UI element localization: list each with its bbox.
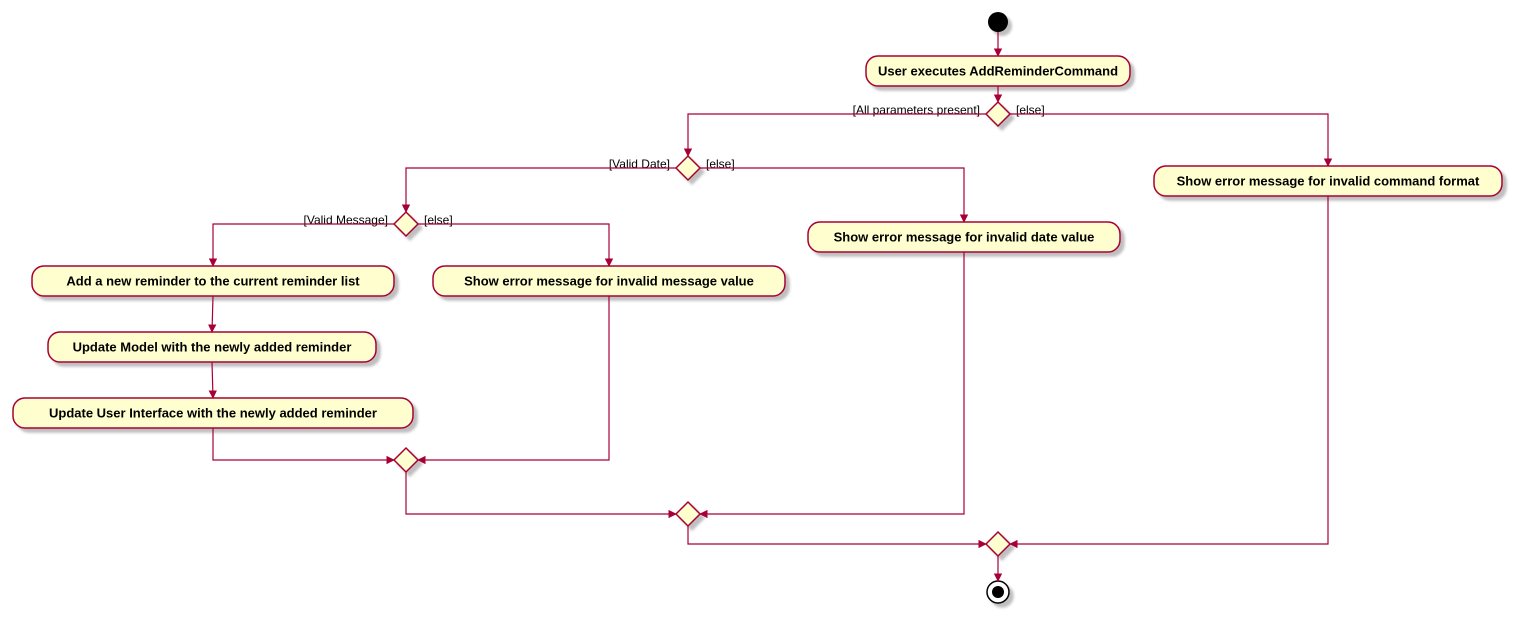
- node-err-date-label: Show error message for invalid date valu…: [834, 230, 1095, 245]
- edge-dmsg-add: [213, 224, 394, 266]
- node-err-fmt-label: Show error message for invalid command f…: [1177, 174, 1480, 189]
- label-else-date: [else]: [706, 157, 735, 171]
- edge-add-model: [212, 296, 213, 332]
- node-update-model-label: Update Model with the newly added remind…: [73, 340, 352, 355]
- edge-mdate-mparams: [688, 526, 986, 544]
- edge-dparams-ddate: [688, 114, 986, 156]
- edge-ui-mmsg: [213, 428, 394, 460]
- node-err-msg-label: Show error message for invalid message v…: [464, 274, 754, 289]
- decision-valid-msg: [394, 212, 418, 236]
- edge-ddate-dmsg: [406, 168, 676, 212]
- label-else-params: [else]: [1016, 103, 1045, 117]
- edge-errmsg-mmsg: [418, 296, 609, 460]
- merge-msg: [394, 448, 418, 472]
- edge-dparams-errfmt: [1010, 114, 1328, 166]
- merge-params: [986, 532, 1010, 556]
- label-valid-date: [Valid Date]: [609, 157, 670, 171]
- edge-dmsg-errmsg: [418, 224, 609, 266]
- edge-model-ui: [212, 362, 213, 398]
- label-valid-msg: [Valid Message]: [304, 213, 389, 227]
- edge-ddate-errdate: [700, 168, 964, 222]
- end-node-inner: [992, 586, 1004, 598]
- decision-all-params: [986, 102, 1010, 126]
- node-update-ui-label: Update User Interface with the newly add…: [49, 406, 377, 421]
- node-add-reminder-label: Add a new reminder to the current remind…: [66, 274, 360, 289]
- start-node: [988, 12, 1008, 32]
- label-all-params: [All parameters present]: [853, 103, 980, 117]
- decision-valid-date: [676, 156, 700, 180]
- node-user-executes-label: User executes AddReminderCommand: [878, 64, 1118, 79]
- label-else-msg: [else]: [424, 213, 453, 227]
- edge-mmsg-mdate: [406, 472, 676, 514]
- merge-date: [676, 502, 700, 526]
